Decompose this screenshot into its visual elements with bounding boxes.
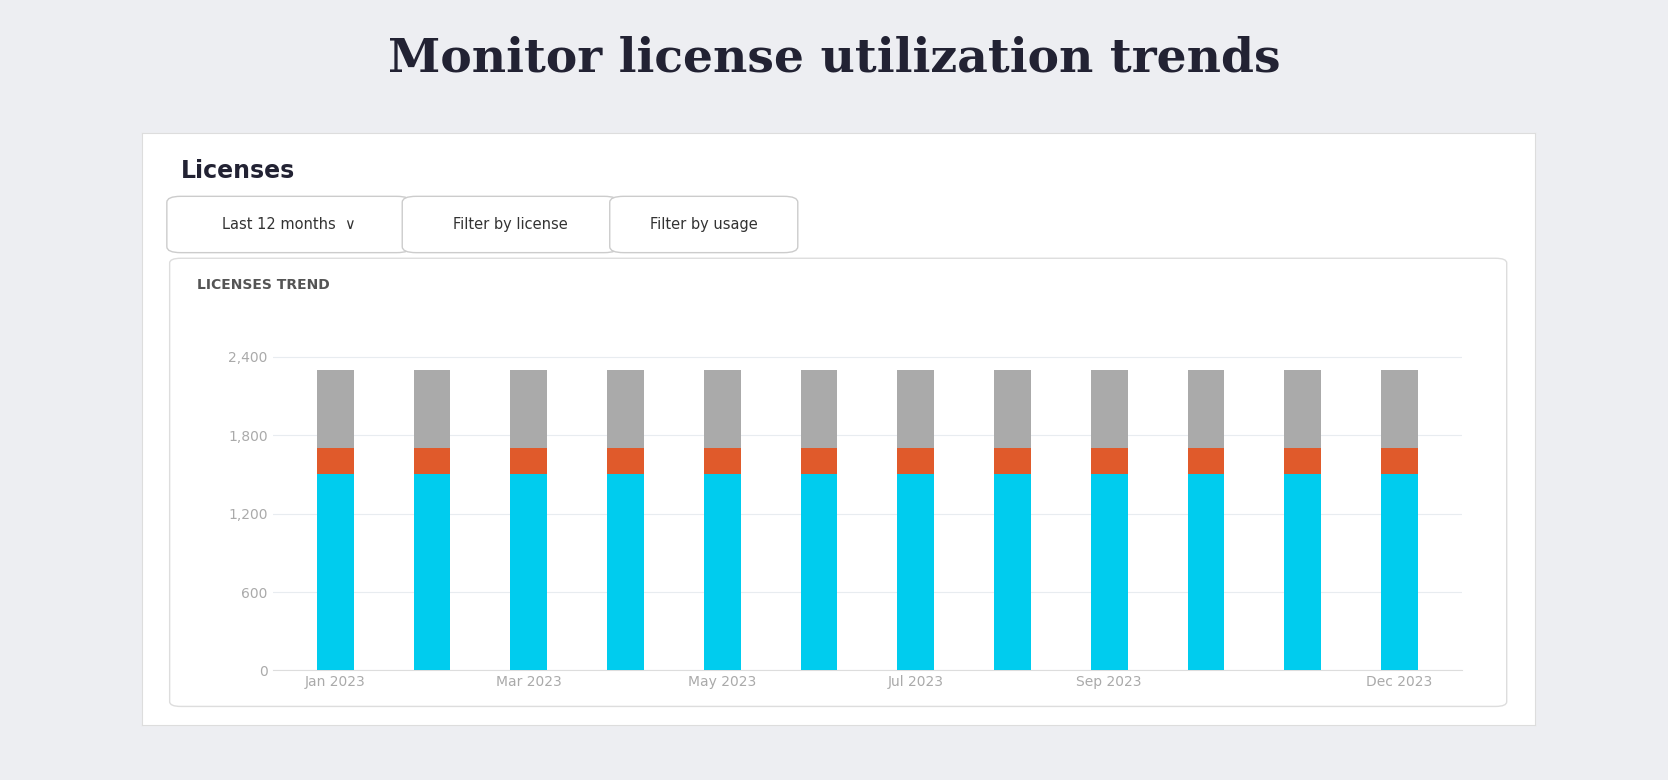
Bar <box>897 370 934 448</box>
Bar <box>1091 448 1128 474</box>
FancyBboxPatch shape <box>402 197 619 253</box>
Bar <box>1091 370 1128 448</box>
Bar <box>1284 448 1321 474</box>
Bar <box>801 370 837 448</box>
Bar <box>1188 448 1224 474</box>
Bar <box>704 370 741 448</box>
Bar <box>317 448 354 474</box>
Bar <box>1284 370 1321 448</box>
Bar <box>1188 370 1224 448</box>
Bar <box>897 448 934 474</box>
Bar <box>801 474 837 671</box>
Bar <box>317 474 354 671</box>
Text: Last 12 months  ∨: Last 12 months ∨ <box>222 217 355 232</box>
Bar <box>607 370 644 448</box>
Bar <box>1381 474 1418 671</box>
Bar <box>1091 474 1128 671</box>
Bar <box>994 474 1031 671</box>
Bar <box>510 448 547 474</box>
Bar <box>1381 448 1418 474</box>
Bar <box>704 448 741 474</box>
FancyBboxPatch shape <box>610 197 797 253</box>
Bar <box>1381 370 1418 448</box>
Bar <box>414 474 450 671</box>
Text: LICENSES TREND: LICENSES TREND <box>197 278 330 292</box>
Text: Licenses: Licenses <box>180 159 295 183</box>
Bar <box>317 370 354 448</box>
Bar <box>1284 474 1321 671</box>
FancyBboxPatch shape <box>167 197 410 253</box>
Bar <box>994 448 1031 474</box>
Text: Filter by usage: Filter by usage <box>651 217 757 232</box>
Bar <box>801 448 837 474</box>
Bar <box>704 474 741 671</box>
Bar <box>994 370 1031 448</box>
Bar <box>510 474 547 671</box>
Text: Monitor license utilization trends: Monitor license utilization trends <box>387 35 1281 81</box>
Bar <box>414 370 450 448</box>
Bar <box>1188 474 1224 671</box>
Bar <box>607 474 644 671</box>
Bar <box>607 448 644 474</box>
Bar <box>510 370 547 448</box>
FancyBboxPatch shape <box>170 258 1506 707</box>
Text: Filter by license: Filter by license <box>452 217 567 232</box>
Bar <box>897 474 934 671</box>
Bar <box>414 448 450 474</box>
